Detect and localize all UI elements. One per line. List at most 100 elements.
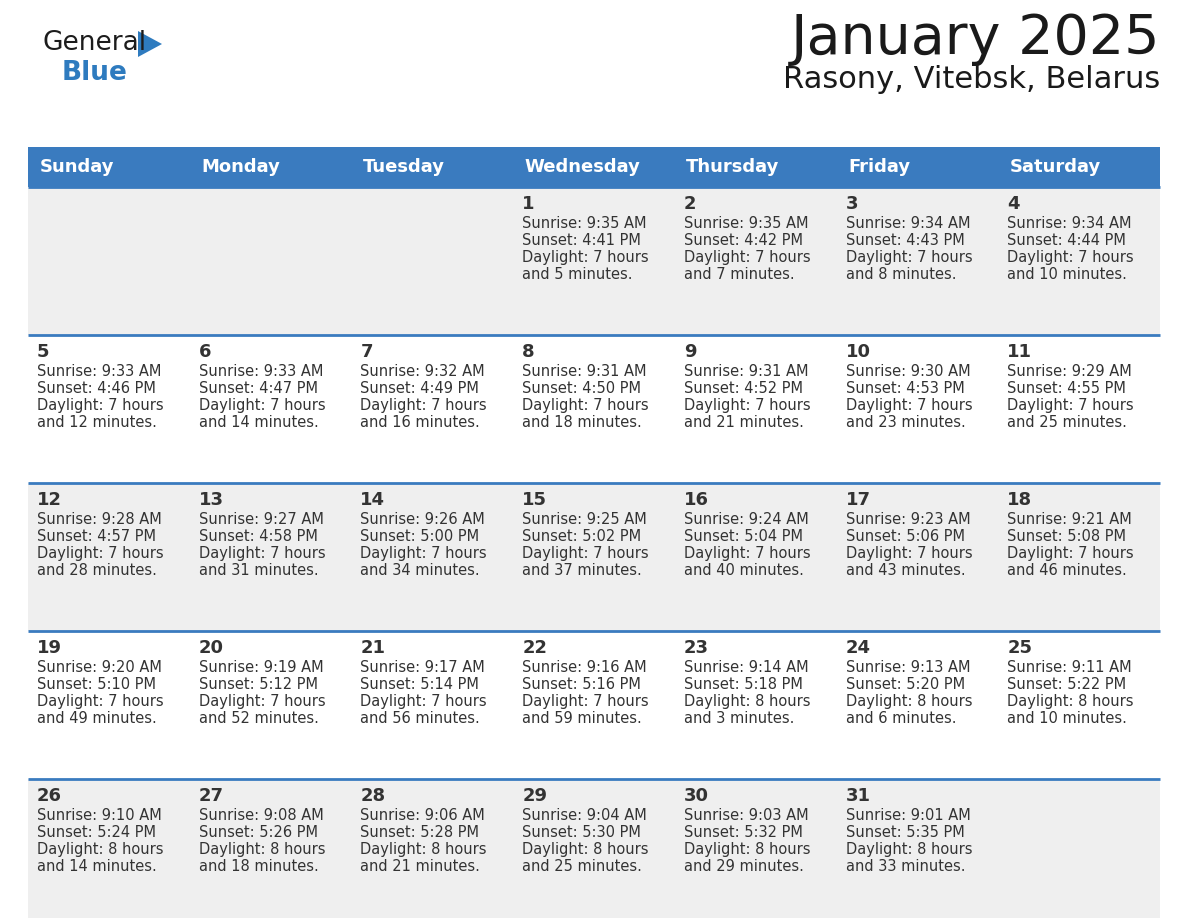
Text: Sunrise: 9:17 AM: Sunrise: 9:17 AM: [360, 660, 485, 675]
Text: and 3 minutes.: and 3 minutes.: [684, 711, 795, 726]
Text: Sunrise: 9:33 AM: Sunrise: 9:33 AM: [37, 364, 162, 379]
Text: Sunset: 5:30 PM: Sunset: 5:30 PM: [523, 825, 642, 840]
Text: Thursday: Thursday: [687, 158, 779, 176]
Text: Sunset: 4:41 PM: Sunset: 4:41 PM: [523, 233, 642, 248]
Text: Sunrise: 9:13 AM: Sunrise: 9:13 AM: [846, 660, 971, 675]
Text: Sunrise: 9:31 AM: Sunrise: 9:31 AM: [523, 364, 646, 379]
Text: and 28 minutes.: and 28 minutes.: [37, 563, 157, 578]
Text: 14: 14: [360, 491, 385, 509]
Bar: [513, 147, 675, 187]
Text: 13: 13: [198, 491, 223, 509]
Text: Sunset: 5:12 PM: Sunset: 5:12 PM: [198, 677, 317, 692]
Text: and 5 minutes.: and 5 minutes.: [523, 267, 633, 282]
Bar: [29, 631, 1159, 779]
Text: and 8 minutes.: and 8 minutes.: [846, 267, 956, 282]
Text: 28: 28: [360, 787, 386, 805]
Text: Daylight: 7 hours: Daylight: 7 hours: [198, 694, 326, 709]
Text: Sunset: 4:49 PM: Sunset: 4:49 PM: [360, 381, 479, 396]
Text: 25: 25: [1007, 639, 1032, 657]
Text: Daylight: 7 hours: Daylight: 7 hours: [846, 546, 972, 561]
Text: Blue: Blue: [62, 60, 128, 86]
Text: Sunset: 5:35 PM: Sunset: 5:35 PM: [846, 825, 965, 840]
Text: Sunset: 5:02 PM: Sunset: 5:02 PM: [523, 529, 642, 544]
Text: and 46 minutes.: and 46 minutes.: [1007, 563, 1127, 578]
Text: and 59 minutes.: and 59 minutes.: [523, 711, 642, 726]
Text: and 43 minutes.: and 43 minutes.: [846, 563, 965, 578]
Bar: [190, 147, 352, 187]
Text: Daylight: 7 hours: Daylight: 7 hours: [684, 546, 810, 561]
Text: Daylight: 7 hours: Daylight: 7 hours: [523, 694, 649, 709]
Text: Sunrise: 9:34 AM: Sunrise: 9:34 AM: [846, 216, 971, 231]
Text: 27: 27: [198, 787, 223, 805]
Text: Daylight: 7 hours: Daylight: 7 hours: [1007, 250, 1133, 265]
Text: Rasony, Vitebsk, Belarus: Rasony, Vitebsk, Belarus: [783, 65, 1159, 94]
Text: 11: 11: [1007, 343, 1032, 361]
Text: and 33 minutes.: and 33 minutes.: [846, 859, 965, 874]
Text: Sunset: 5:04 PM: Sunset: 5:04 PM: [684, 529, 803, 544]
Text: Sunset: 5:00 PM: Sunset: 5:00 PM: [360, 529, 480, 544]
Text: and 10 minutes.: and 10 minutes.: [1007, 711, 1127, 726]
Text: Sunset: 5:24 PM: Sunset: 5:24 PM: [37, 825, 156, 840]
Text: Daylight: 8 hours: Daylight: 8 hours: [846, 694, 972, 709]
Bar: [836, 147, 998, 187]
Text: Daylight: 7 hours: Daylight: 7 hours: [684, 250, 810, 265]
Text: Daylight: 8 hours: Daylight: 8 hours: [684, 842, 810, 857]
Text: 4: 4: [1007, 195, 1019, 213]
Bar: [29, 779, 1159, 918]
Text: 2: 2: [684, 195, 696, 213]
Text: Sunset: 5:06 PM: Sunset: 5:06 PM: [846, 529, 965, 544]
Text: 26: 26: [37, 787, 62, 805]
Text: 21: 21: [360, 639, 385, 657]
Text: Sunrise: 9:21 AM: Sunrise: 9:21 AM: [1007, 512, 1132, 527]
Text: Sunset: 4:43 PM: Sunset: 4:43 PM: [846, 233, 965, 248]
Text: Sunrise: 9:01 AM: Sunrise: 9:01 AM: [846, 808, 971, 823]
Text: Sunset: 5:22 PM: Sunset: 5:22 PM: [1007, 677, 1126, 692]
Text: Daylight: 7 hours: Daylight: 7 hours: [523, 546, 649, 561]
Text: Sunrise: 9:10 AM: Sunrise: 9:10 AM: [37, 808, 162, 823]
Text: Daylight: 7 hours: Daylight: 7 hours: [198, 546, 326, 561]
Text: Sunset: 4:52 PM: Sunset: 4:52 PM: [684, 381, 803, 396]
Text: Sunrise: 9:28 AM: Sunrise: 9:28 AM: [37, 512, 162, 527]
Text: and 18 minutes.: and 18 minutes.: [523, 415, 642, 430]
Text: Daylight: 8 hours: Daylight: 8 hours: [523, 842, 649, 857]
Text: Sunrise: 9:25 AM: Sunrise: 9:25 AM: [523, 512, 647, 527]
Text: Sunrise: 9:03 AM: Sunrise: 9:03 AM: [684, 808, 809, 823]
Text: 17: 17: [846, 491, 871, 509]
Text: Sunset: 5:20 PM: Sunset: 5:20 PM: [846, 677, 965, 692]
Text: and 37 minutes.: and 37 minutes.: [523, 563, 642, 578]
Text: Sunset: 4:53 PM: Sunset: 4:53 PM: [846, 381, 965, 396]
Text: Daylight: 8 hours: Daylight: 8 hours: [684, 694, 810, 709]
Text: 12: 12: [37, 491, 62, 509]
Bar: [675, 147, 836, 187]
Text: Daylight: 7 hours: Daylight: 7 hours: [198, 398, 326, 413]
Text: Daylight: 8 hours: Daylight: 8 hours: [37, 842, 164, 857]
Text: and 25 minutes.: and 25 minutes.: [523, 859, 642, 874]
Text: and 21 minutes.: and 21 minutes.: [684, 415, 804, 430]
Text: Sunrise: 9:04 AM: Sunrise: 9:04 AM: [523, 808, 647, 823]
Text: Sunset: 5:28 PM: Sunset: 5:28 PM: [360, 825, 480, 840]
Text: Monday: Monday: [201, 158, 280, 176]
Text: 20: 20: [198, 639, 223, 657]
Text: Sunset: 4:58 PM: Sunset: 4:58 PM: [198, 529, 317, 544]
Text: 6: 6: [198, 343, 211, 361]
Text: 16: 16: [684, 491, 709, 509]
Text: 24: 24: [846, 639, 871, 657]
Polygon shape: [138, 31, 162, 57]
Text: Sunset: 4:57 PM: Sunset: 4:57 PM: [37, 529, 156, 544]
Text: Sunset: 5:26 PM: Sunset: 5:26 PM: [198, 825, 317, 840]
Text: General: General: [42, 30, 146, 56]
Text: Daylight: 7 hours: Daylight: 7 hours: [37, 546, 164, 561]
Text: Daylight: 8 hours: Daylight: 8 hours: [846, 842, 972, 857]
Text: 19: 19: [37, 639, 62, 657]
Text: Sunset: 5:18 PM: Sunset: 5:18 PM: [684, 677, 803, 692]
Text: Sunrise: 9:20 AM: Sunrise: 9:20 AM: [37, 660, 162, 675]
Text: Daylight: 7 hours: Daylight: 7 hours: [523, 398, 649, 413]
Text: and 52 minutes.: and 52 minutes.: [198, 711, 318, 726]
Text: Daylight: 7 hours: Daylight: 7 hours: [37, 398, 164, 413]
Text: Sunset: 5:08 PM: Sunset: 5:08 PM: [1007, 529, 1126, 544]
Text: Sunset: 4:50 PM: Sunset: 4:50 PM: [523, 381, 642, 396]
Bar: [998, 147, 1159, 187]
Text: and 31 minutes.: and 31 minutes.: [198, 563, 318, 578]
Text: 29: 29: [523, 787, 548, 805]
Text: Sunrise: 9:35 AM: Sunrise: 9:35 AM: [523, 216, 646, 231]
